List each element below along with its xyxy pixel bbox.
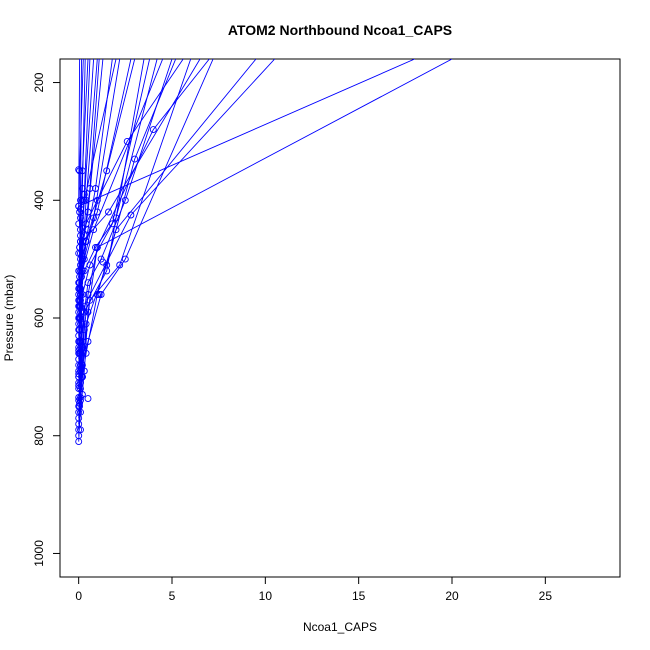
data-point xyxy=(105,208,112,216)
data-point xyxy=(77,238,84,245)
series-line-1 xyxy=(78,59,177,442)
data-point xyxy=(75,373,83,381)
data-point xyxy=(75,220,83,228)
data-point xyxy=(77,205,84,213)
chart-title: ATOM2 Northbound Ncoa1_CAPS xyxy=(228,22,452,38)
data-point xyxy=(95,291,103,298)
series-line-2 xyxy=(78,59,210,436)
x-axis-title: Ncoa1_CAPS xyxy=(303,620,377,634)
series-line-25 xyxy=(78,59,158,319)
data-point xyxy=(84,395,92,403)
series-line-8 xyxy=(78,59,214,401)
data-point xyxy=(86,185,94,192)
data-point xyxy=(78,243,86,251)
data-point xyxy=(75,166,83,174)
data-point xyxy=(76,399,84,407)
data-point xyxy=(78,391,86,398)
data-point xyxy=(121,255,129,263)
data-point xyxy=(93,196,101,204)
data-point xyxy=(97,291,105,298)
series-line-16 xyxy=(78,59,173,366)
data-point xyxy=(103,267,111,275)
series-line-30 xyxy=(78,59,184,289)
x-tick-label: 20 xyxy=(445,589,459,603)
data-point xyxy=(112,214,120,222)
x-tick-label: 15 xyxy=(352,589,366,603)
data-point xyxy=(131,155,139,163)
y-tick-label: 400 xyxy=(32,190,46,210)
data-point xyxy=(75,285,83,293)
data-point xyxy=(78,196,86,204)
data-point xyxy=(149,126,157,134)
x-tick-label: 0 xyxy=(75,589,82,603)
series-line-18 xyxy=(78,59,151,354)
data-point xyxy=(93,208,101,216)
data-point xyxy=(77,267,84,275)
x-tick-label: 10 xyxy=(259,589,273,603)
y-tick-label: 200 xyxy=(32,72,46,92)
x-tick-label: 5 xyxy=(169,589,176,603)
x-axis: 0 5 10 15 20 25 xyxy=(75,576,553,603)
data-point xyxy=(82,220,90,228)
data-point xyxy=(77,426,84,434)
y-axis-title: Pressure (mbar) xyxy=(2,275,16,362)
plot-area xyxy=(75,59,453,446)
data-point xyxy=(99,258,107,266)
y-tick-label: 800 xyxy=(32,425,46,445)
y-axis: 200 400 600 800 1000 xyxy=(32,72,61,567)
x-tick-label: 25 xyxy=(539,589,553,603)
data-point xyxy=(78,167,86,175)
y-tick-label: 600 xyxy=(32,308,46,328)
data-point xyxy=(76,208,84,216)
series-line-29 xyxy=(78,59,89,295)
y-tick-label: 1000 xyxy=(32,540,46,567)
data-point xyxy=(123,137,131,145)
series-line-7 xyxy=(78,59,415,407)
data-point xyxy=(75,249,83,257)
data-point xyxy=(76,314,84,322)
data-point xyxy=(108,220,116,228)
data-point xyxy=(92,243,99,251)
data-point xyxy=(121,196,129,204)
